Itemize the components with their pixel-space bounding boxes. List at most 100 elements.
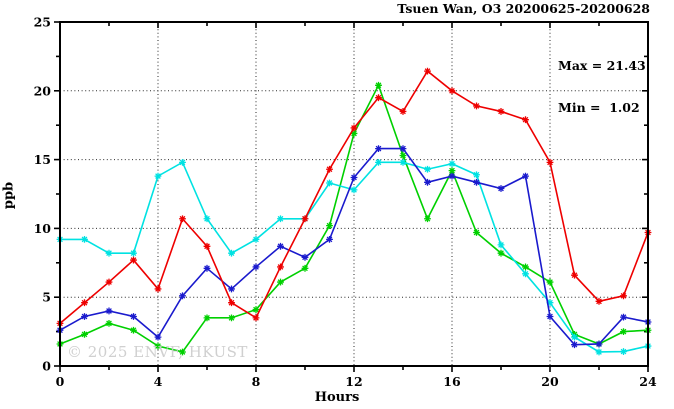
series-green-marker (546, 278, 554, 286)
series-green-marker (154, 342, 162, 350)
series-red-marker (522, 116, 529, 124)
series-green-marker (522, 263, 529, 271)
series-green-marker (228, 314, 235, 322)
series-blue-marker (546, 313, 554, 320)
series-cyan-marker (350, 186, 358, 194)
series-red-marker (571, 271, 578, 279)
series-cyan-marker (620, 348, 627, 355)
series-red-marker (105, 278, 113, 286)
series-green-marker (473, 229, 480, 236)
series-cyan-marker (595, 348, 603, 356)
series-red-marker (203, 242, 211, 250)
series-red-marker (473, 102, 480, 110)
series-red-marker (326, 165, 333, 173)
series-blue-marker (105, 307, 113, 315)
series-red-marker (301, 215, 309, 223)
series-blue-marker (620, 313, 627, 321)
series-green-marker (497, 249, 505, 257)
series-green-marker (399, 152, 407, 159)
series-cyan-marker (546, 299, 554, 307)
series-cyan-marker (522, 270, 529, 278)
y-tick-label: 20 (34, 83, 52, 98)
series-red-marker (154, 285, 162, 293)
series-red-marker (424, 67, 431, 75)
series-cyan-marker (130, 249, 137, 257)
series-green-marker (448, 167, 456, 175)
y-tick-label: 10 (34, 221, 52, 236)
series-blue-marker (522, 172, 529, 180)
x-tick-label: 24 (639, 374, 657, 389)
series-green-marker (130, 326, 137, 334)
series-red-marker (179, 215, 186, 223)
series-blue-marker (301, 253, 309, 261)
min-value-label: Min = 1.02 (558, 100, 640, 115)
x-axis-label: Hours (314, 390, 360, 405)
x-tick-label: 16 (443, 374, 461, 389)
series-cyan-marker (252, 236, 260, 243)
series-blue-marker (277, 242, 284, 250)
series-cyan-marker (179, 158, 186, 166)
max-value-label: Max = 21.43 (558, 58, 646, 73)
series-blue-marker (497, 185, 505, 192)
max-min-annotation: Max = 21.43 Min = 1.02 (558, 31, 646, 143)
series-cyan-marker (424, 165, 431, 173)
y-tick-label: 0 (42, 359, 51, 374)
series-cyan-marker (154, 172, 162, 180)
x-tick-label: 4 (154, 374, 163, 389)
series-blue-marker (399, 145, 407, 152)
series-red-marker (130, 256, 137, 264)
series-blue-marker (424, 178, 431, 186)
series-blue-marker (228, 285, 235, 293)
watermark: © 2025 ENVF, HKUST (67, 343, 248, 361)
series-blue-marker (81, 313, 88, 320)
series-green-marker (277, 278, 284, 286)
series-blue-marker (448, 172, 456, 180)
x-tick-label: 20 (541, 374, 559, 389)
x-tick-label: 8 (252, 374, 261, 389)
series-green-marker (252, 306, 260, 313)
series-green-marker (81, 330, 88, 338)
series-green-marker (424, 215, 431, 223)
series-red-marker (375, 94, 382, 102)
plot-border (59, 21, 649, 367)
series-green-marker (105, 319, 113, 327)
series-red-marker (620, 292, 627, 300)
series-blue-marker (326, 236, 333, 243)
series-green-marker (301, 264, 309, 272)
chart-title: Tsuen Wan, O3 20200625-20200628 (397, 1, 650, 16)
series-cyan-marker (473, 171, 480, 179)
series-blue-marker (375, 145, 382, 152)
series-cyan-marker (228, 249, 235, 257)
series-blue-marker (203, 264, 211, 272)
series-red-marker (252, 314, 260, 322)
series-green-marker (326, 222, 333, 230)
series-red-marker (595, 297, 603, 305)
series-green-marker (203, 314, 211, 322)
series-blue-marker (154, 333, 162, 341)
series-cyan-marker (203, 215, 211, 223)
series-green-marker (620, 328, 627, 335)
series-cyan-marker (326, 179, 333, 187)
series-green-marker (350, 130, 358, 137)
y-axis-label: ppb (1, 181, 17, 210)
series-red-marker (277, 263, 284, 271)
series-cyan-marker (375, 158, 382, 166)
series-red-marker (228, 299, 235, 307)
series-red-marker (448, 87, 456, 95)
series-blue-marker (130, 313, 137, 320)
series-red-marker (497, 108, 505, 115)
series-blue-marker (473, 178, 480, 186)
series-red-marker (546, 158, 554, 166)
series-red-marker (350, 124, 358, 132)
series-cyan-marker (399, 158, 407, 166)
series-blue (56, 145, 652, 349)
series-cyan-marker (105, 249, 113, 257)
series-cyan-marker (448, 160, 456, 168)
series-blue-marker (252, 263, 260, 271)
tick-labels: 0 4 8 12 16 20 24 0 5 10 15 20 25 (34, 15, 657, 390)
series-red-marker (399, 108, 407, 115)
y-tick-label: 15 (34, 152, 51, 167)
series-cyan-marker (277, 215, 284, 223)
